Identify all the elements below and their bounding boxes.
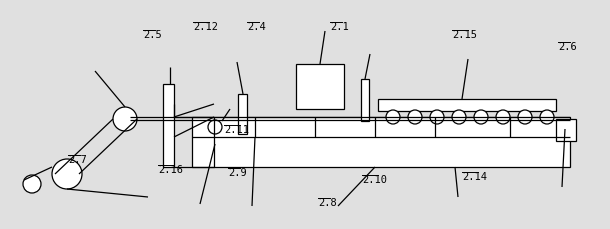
Circle shape xyxy=(474,111,488,124)
Text: 2.9: 2.9 xyxy=(228,167,247,177)
Bar xyxy=(378,100,556,112)
Bar xyxy=(556,120,576,141)
Circle shape xyxy=(452,111,466,124)
Circle shape xyxy=(518,111,532,124)
Circle shape xyxy=(496,111,510,124)
Bar xyxy=(238,95,247,134)
Bar xyxy=(163,85,174,167)
Text: 2.12: 2.12 xyxy=(193,22,218,32)
Text: 2.15: 2.15 xyxy=(452,30,477,40)
Text: 2.10: 2.10 xyxy=(362,174,387,184)
Circle shape xyxy=(208,120,222,134)
Bar xyxy=(296,65,344,109)
Text: 2.5: 2.5 xyxy=(143,30,162,40)
Circle shape xyxy=(113,108,137,131)
Text: 2.14: 2.14 xyxy=(462,171,487,181)
Circle shape xyxy=(540,111,554,124)
Text: 2.6: 2.6 xyxy=(558,42,576,52)
Text: 2.11: 2.11 xyxy=(224,124,249,134)
Text: 2.1: 2.1 xyxy=(330,22,349,32)
Circle shape xyxy=(386,111,400,124)
Bar xyxy=(361,80,369,121)
Circle shape xyxy=(430,111,444,124)
Text: 2.4: 2.4 xyxy=(247,22,266,32)
Bar xyxy=(192,117,570,167)
Text: 2.8: 2.8 xyxy=(318,197,337,207)
Circle shape xyxy=(408,111,422,124)
Circle shape xyxy=(52,159,82,189)
Text: 2.7: 2.7 xyxy=(68,154,87,164)
Text: 2.16: 2.16 xyxy=(158,164,183,174)
Circle shape xyxy=(23,175,41,193)
